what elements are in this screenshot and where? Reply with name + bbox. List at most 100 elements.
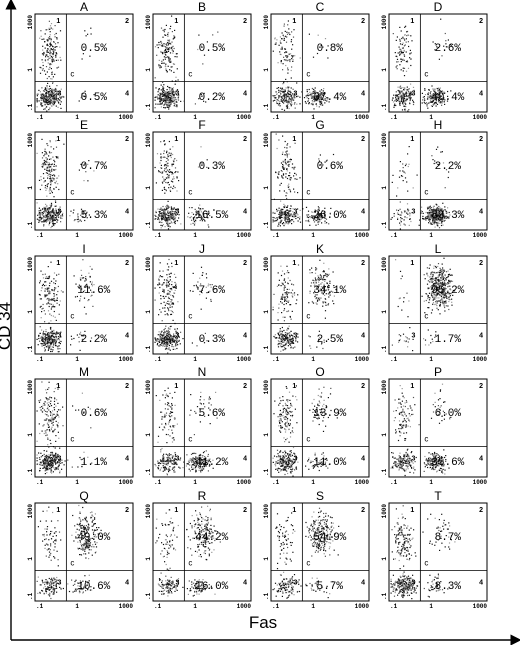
event-dot [315,96,317,98]
event-dot [53,196,55,198]
event-dot [201,162,203,164]
event-dot [299,209,301,211]
event-dot [47,62,49,64]
event-dot [48,91,50,93]
event-dot [437,97,439,99]
event-dot [41,284,44,287]
event-dot [434,88,436,90]
event-dot [169,98,171,100]
event-dot [310,97,313,99]
event-dot [170,212,172,214]
event-dot [165,161,167,163]
event-dot [289,208,291,210]
event-dot [315,224,317,226]
event-dot [283,161,285,163]
event-dot [165,213,167,215]
event-dots [36,259,100,353]
event-dot [402,92,404,94]
event-dot [55,98,57,100]
event-dot [50,206,52,208]
event-dot [172,216,174,218]
event-dot [44,160,46,162]
x-tick-label: .1 [154,232,162,239]
event-dot [405,94,408,96]
event-dot [176,213,178,215]
event-dot [53,178,55,180]
event-dot [439,217,441,220]
event-dot [290,208,292,210]
event-dot [293,175,295,177]
event-dot [52,81,54,83]
event-dot [286,177,289,180]
event-dot [281,90,283,92]
event-dot [441,90,444,92]
event-dot [301,91,303,93]
event-dot [396,68,398,70]
event-dot [403,49,405,51]
event-dot [173,35,175,37]
event-dot [166,221,169,223]
event-dot [174,29,176,31]
event-dot [195,213,198,215]
event-dot [399,102,401,104]
event-dot [57,219,59,221]
event-dot [52,304,54,306]
event-dot [308,221,310,223]
event-dot [51,306,53,308]
event-dot [434,215,436,217]
event-dot [158,276,161,278]
event-dot [283,37,285,40]
event-dot [407,209,409,211]
event-dot [409,95,411,98]
event-dot [159,221,161,223]
event-dot [176,340,178,342]
event-dot [166,224,168,226]
quadrant-2-label: 2 [243,260,247,267]
event-dot [199,204,201,206]
event-dot [161,93,163,95]
event-dot [50,314,52,317]
event-dot [435,97,437,99]
event-dot [441,220,443,222]
event-dot [435,221,437,223]
event-dot [311,272,313,274]
event-dot [160,96,163,98]
event-dot [173,273,176,275]
event-dot [448,171,450,173]
event-dot [424,89,426,91]
event-dot [432,159,434,161]
event-dot [51,59,53,61]
event-dot [53,210,55,212]
x-tick-label: .1 [36,356,44,363]
event-dot [51,332,54,334]
event-dot [165,347,167,350]
event-dot [174,281,176,284]
event-dot [167,228,170,230]
event-dot [49,204,51,206]
event-dot [428,89,430,91]
event-dot [428,222,430,224]
event-dot [402,98,404,100]
event-dot [399,52,401,54]
event-dot [313,96,315,99]
event-dot [50,215,52,217]
event-dot [292,93,294,95]
event-dot [403,55,406,57]
event-dot [44,148,46,150]
event-dot [46,303,48,305]
event-dot [176,98,178,101]
event-dot [437,225,439,227]
event-dot [280,220,282,222]
event-dot [171,338,173,340]
event-dot [49,213,51,215]
event-dot [80,97,82,99]
event-dot [161,212,163,214]
lower-right-percent: 0.5% [81,92,108,104]
event-dot [171,31,173,33]
event-dot [293,213,295,215]
event-dot [169,291,171,293]
event-dot [89,276,91,278]
event-dot [309,94,311,96]
event-dot [54,336,57,338]
event-dot [173,178,175,180]
